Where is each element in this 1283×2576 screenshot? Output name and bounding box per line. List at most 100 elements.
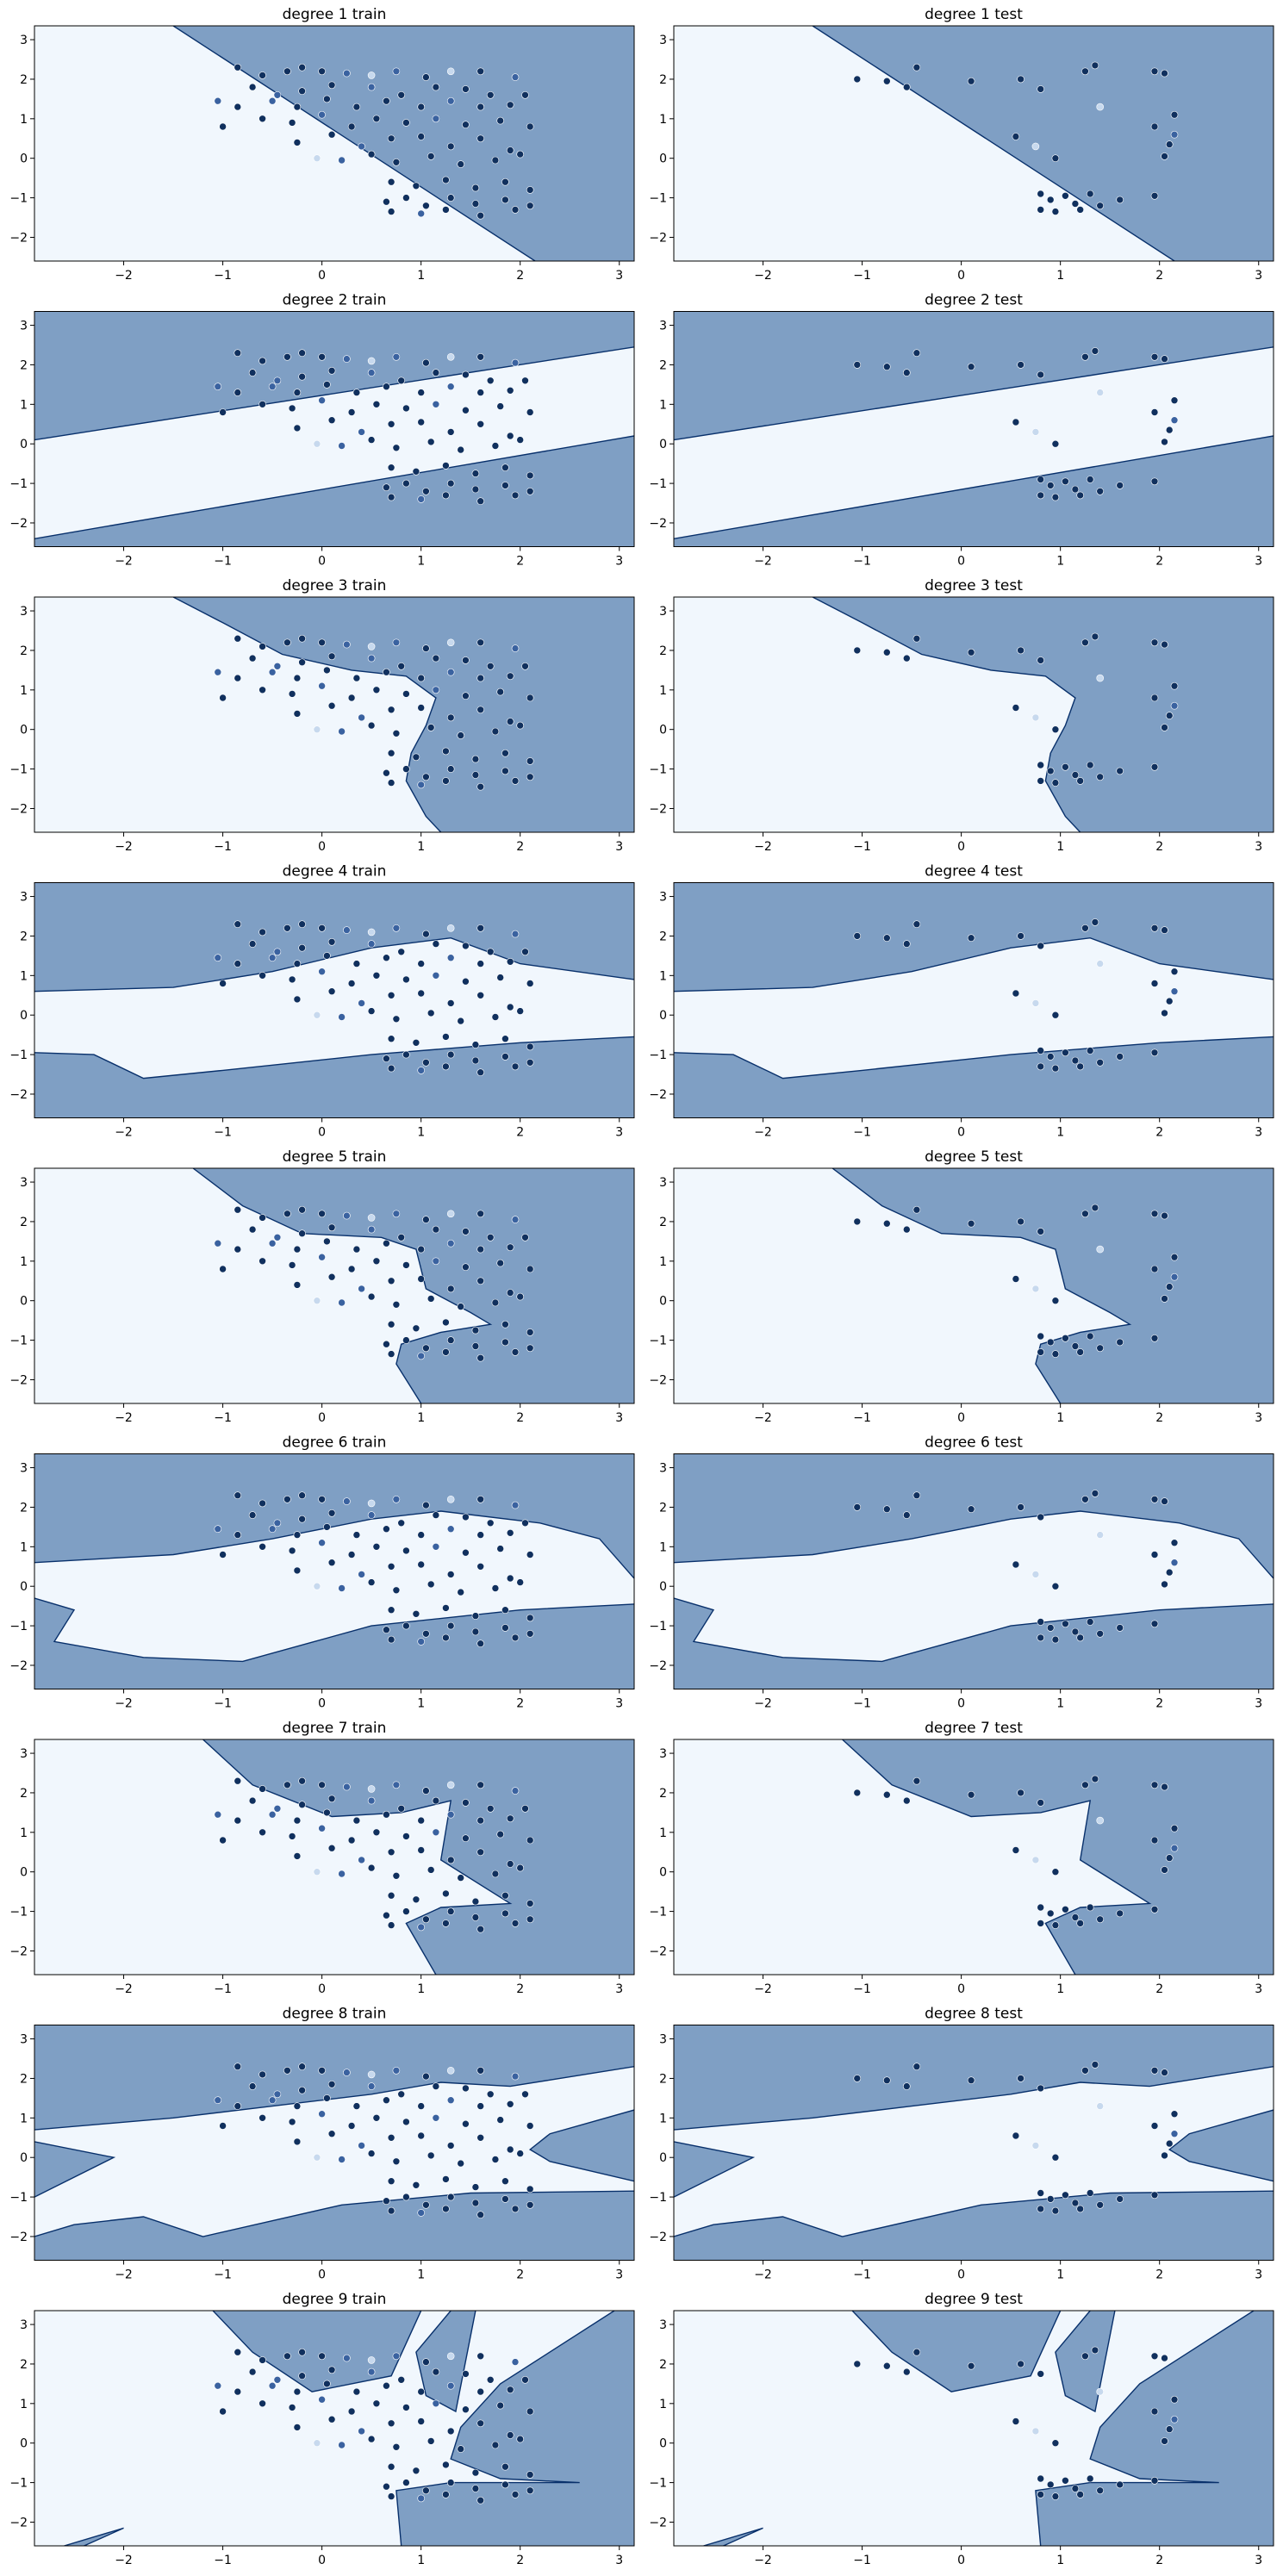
data-point bbox=[392, 352, 401, 361]
data-point bbox=[417, 2209, 426, 2217]
data-point bbox=[427, 152, 435, 160]
data-point bbox=[288, 1261, 296, 1269]
x-tick-label: −2 bbox=[115, 2268, 133, 2282]
data-point bbox=[912, 2063, 921, 2070]
data-point bbox=[422, 644, 430, 652]
y-tick-label: 2 bbox=[659, 930, 667, 943]
data-point bbox=[521, 2376, 529, 2384]
data-point bbox=[1081, 67, 1089, 76]
x-tick-label: 1 bbox=[417, 1126, 425, 1140]
data-point bbox=[1161, 1866, 1168, 1874]
data-point bbox=[462, 2405, 470, 2413]
data-point bbox=[298, 2063, 306, 2070]
data-point bbox=[432, 1257, 440, 1266]
data-point bbox=[248, 1511, 257, 1519]
data-point bbox=[248, 369, 257, 376]
y-tick-label: −1 bbox=[9, 1048, 28, 1062]
y-tick-label: 1 bbox=[659, 1540, 667, 1554]
data-point bbox=[383, 383, 390, 391]
data-point bbox=[298, 63, 306, 72]
data-point bbox=[347, 2122, 356, 2130]
data-point bbox=[1150, 762, 1159, 771]
data-point bbox=[214, 383, 222, 391]
data-point bbox=[476, 1925, 485, 1933]
data-point bbox=[234, 1776, 242, 1785]
data-point bbox=[1091, 347, 1099, 355]
plot-area bbox=[674, 311, 1274, 547]
y-tick-label: 1 bbox=[20, 113, 28, 127]
data-point bbox=[476, 2134, 485, 2142]
y-tick-label: 1 bbox=[659, 684, 667, 698]
data-point bbox=[1071, 200, 1080, 208]
plot-area bbox=[674, 2311, 1274, 2546]
data-point bbox=[446, 713, 455, 722]
x-tick-label: 3 bbox=[1255, 1126, 1262, 1140]
data-point bbox=[521, 91, 529, 99]
data-point bbox=[387, 2462, 395, 2471]
data-point bbox=[526, 186, 534, 194]
data-point bbox=[323, 95, 331, 103]
data-point bbox=[347, 1551, 356, 1559]
data-point bbox=[392, 638, 401, 647]
data-point bbox=[327, 2130, 336, 2137]
data-point bbox=[387, 992, 395, 999]
decision-boundary bbox=[1055, 2311, 1116, 2413]
data-point bbox=[442, 1062, 450, 1071]
data-point bbox=[526, 471, 534, 480]
data-point bbox=[432, 2368, 440, 2376]
data-point bbox=[496, 974, 505, 981]
data-point bbox=[1161, 1580, 1168, 1589]
data-point bbox=[1037, 777, 1044, 785]
data-point bbox=[912, 1776, 921, 1785]
subplot-3: −2 −1 0 1 2 3 −2 −1 0 1 2 3 degree 2 train bbox=[9, 292, 635, 569]
data-point bbox=[1116, 1624, 1124, 1632]
data-point bbox=[352, 674, 361, 682]
data-point bbox=[268, 1239, 277, 1248]
data-point bbox=[293, 995, 302, 1004]
y-tick-label: 3 bbox=[659, 1462, 667, 1476]
data-point bbox=[526, 1836, 534, 1845]
data-point bbox=[248, 940, 257, 948]
data-point bbox=[387, 2419, 395, 2428]
x-tick-label: −2 bbox=[754, 2554, 772, 2567]
data-point bbox=[526, 1265, 534, 1273]
data-point bbox=[432, 1828, 440, 1837]
data-point bbox=[1150, 694, 1159, 702]
data-point bbox=[476, 782, 485, 791]
data-point bbox=[367, 654, 376, 663]
y-tick-label: 0 bbox=[20, 1866, 28, 1880]
x-tick-label: 2 bbox=[1155, 840, 1163, 854]
data-point bbox=[446, 2096, 455, 2104]
decision-boundary bbox=[34, 2190, 634, 2237]
data-point bbox=[1017, 2360, 1025, 2368]
y-tick-label: 0 bbox=[659, 724, 667, 737]
data-point bbox=[903, 1225, 911, 1234]
data-point bbox=[358, 1285, 365, 1293]
x-tick-label: 3 bbox=[1255, 840, 1262, 854]
x-tick-label: 2 bbox=[1155, 2268, 1163, 2282]
data-point bbox=[402, 1621, 410, 1630]
data-point bbox=[367, 721, 376, 730]
data-point bbox=[432, 1796, 440, 1805]
decision-boundary bbox=[674, 2066, 1274, 2131]
data-point bbox=[293, 960, 302, 968]
decision-boundary bbox=[202, 1739, 513, 1975]
data-point bbox=[402, 2404, 410, 2411]
data-point bbox=[318, 1824, 326, 1832]
data-point bbox=[526, 2407, 534, 2416]
subplot-title: degree 7 test bbox=[925, 1720, 1023, 1737]
data-point bbox=[486, 1519, 495, 1528]
data-point bbox=[432, 1543, 440, 1551]
data-point bbox=[511, 2072, 520, 2081]
y-tick-label: 3 bbox=[659, 2033, 667, 2047]
data-point bbox=[298, 1801, 306, 1808]
y-tick-label: 2 bbox=[20, 1501, 28, 1515]
data-point bbox=[422, 930, 430, 938]
data-point bbox=[506, 958, 514, 966]
data-point bbox=[446, 352, 455, 361]
data-point bbox=[383, 1525, 390, 1533]
y-tick-label: 3 bbox=[20, 1462, 28, 1476]
data-point bbox=[387, 1848, 395, 1857]
data-point bbox=[1051, 208, 1060, 215]
data-point bbox=[526, 1328, 534, 1336]
